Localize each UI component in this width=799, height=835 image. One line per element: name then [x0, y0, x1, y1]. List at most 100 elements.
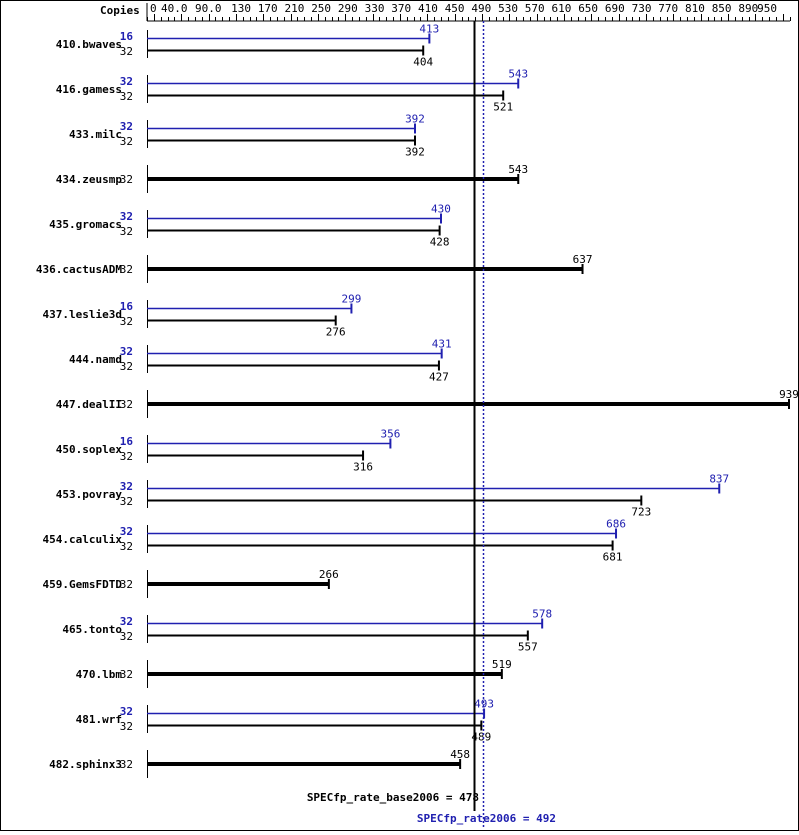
- tick-label: 950: [757, 2, 777, 15]
- tick-label: 0: [150, 2, 157, 15]
- base-value: 427: [429, 371, 449, 384]
- peak-copies: 32: [120, 525, 133, 538]
- base-copies: 32: [120, 135, 133, 148]
- peak-value: 543: [508, 68, 528, 81]
- tick-label: 810: [685, 2, 705, 15]
- peak-copies: 32: [120, 75, 133, 88]
- benchmark-label: 444.namd: [69, 353, 122, 366]
- tick-label: 690: [605, 2, 625, 15]
- benchmark-label: 454.calculix: [43, 533, 123, 546]
- tick-label: 210: [285, 2, 305, 15]
- benchmark-label: 437.leslie3d: [43, 308, 122, 321]
- base-copies: 32: [120, 720, 133, 733]
- benchmark-label: 481.wrf: [76, 713, 122, 726]
- tick-label: 370: [391, 2, 411, 15]
- peak-copies: 16: [120, 300, 134, 313]
- tick-label: 90.0: [195, 2, 222, 15]
- base-value: 637: [573, 253, 593, 266]
- base-value: 276: [326, 326, 346, 339]
- tick-label: 290: [338, 2, 358, 15]
- base-value: 557: [518, 641, 538, 654]
- benchmark-label: 470.lbm: [76, 668, 123, 681]
- peak-copies: 16: [120, 435, 134, 448]
- peak-mean-label: SPECfp_rate2006 = 492: [417, 812, 556, 825]
- peak-value: 356: [380, 428, 400, 441]
- base-value: 519: [492, 658, 512, 671]
- peak-copies: 16: [120, 30, 134, 43]
- peak-copies: 32: [120, 615, 133, 628]
- benchmark-label: 447.dealII: [56, 398, 122, 411]
- peak-value: 493: [474, 698, 494, 711]
- tick-label: 250: [311, 2, 331, 15]
- peak-value: 578: [532, 608, 552, 621]
- base-copies: 32: [120, 668, 133, 681]
- peak-copies: 32: [120, 345, 133, 358]
- benchmark-label: 433.milc: [69, 128, 122, 141]
- tick-label: 890: [738, 2, 758, 15]
- base-copies: 32: [120, 225, 133, 238]
- tick-label: 170: [258, 2, 278, 15]
- benchmark-label: 416.gamess: [56, 83, 122, 96]
- tick-label: 450: [445, 2, 465, 15]
- base-copies: 32: [120, 398, 133, 411]
- base-copies: 32: [120, 450, 133, 463]
- peak-value: 837: [709, 473, 729, 486]
- peak-copies: 32: [120, 120, 133, 133]
- benchmark-label: 453.povray: [56, 488, 123, 501]
- tick-label: 40.0: [161, 2, 188, 15]
- benchmark-label: 465.tonto: [62, 623, 122, 636]
- base-value: 521: [493, 101, 513, 114]
- base-copies: 32: [120, 90, 133, 103]
- base-copies: 32: [120, 758, 133, 771]
- base-value: 543: [508, 163, 528, 176]
- base-copies: 32: [120, 495, 133, 508]
- peak-value: 431: [432, 338, 452, 351]
- base-value: 489: [471, 731, 491, 744]
- base-value: 458: [450, 748, 470, 761]
- base-value: 723: [631, 506, 651, 519]
- peak-value: 413: [419, 23, 439, 36]
- peak-value: 299: [341, 293, 361, 306]
- peak-copies: 32: [120, 480, 133, 493]
- base-value: 939: [779, 388, 798, 401]
- peak-value: 686: [606, 518, 626, 531]
- base-value: 392: [405, 146, 425, 159]
- copies-header: Copies: [100, 4, 140, 17]
- base-copies: 32: [120, 263, 133, 276]
- tick-label: 770: [658, 2, 678, 15]
- base-value: 316: [353, 461, 373, 474]
- benchmark-label: 434.zeusmp: [56, 173, 123, 186]
- base-copies: 32: [120, 315, 133, 328]
- benchmark-label: 482.sphinx3: [49, 758, 122, 771]
- tick-label: 850: [712, 2, 732, 15]
- benchmark-label: 450.soplex: [56, 443, 123, 456]
- tick-label: 570: [525, 2, 545, 15]
- benchmark-label: 435.gromacs: [49, 218, 122, 231]
- benchmark-label: 436.cactusADM: [36, 263, 122, 276]
- peak-copies: 32: [120, 705, 133, 718]
- base-copies: 32: [120, 630, 133, 643]
- tick-label: 330: [365, 2, 385, 15]
- tick-label: 130: [231, 2, 251, 15]
- base-copies: 32: [120, 578, 133, 591]
- base-copies: 32: [120, 540, 133, 553]
- base-value: 428: [430, 236, 450, 249]
- tick-label: 610: [552, 2, 572, 15]
- tick-label: 730: [632, 2, 652, 15]
- base-copies: 32: [120, 45, 133, 58]
- tick-label: 410: [418, 2, 438, 15]
- tick-label: 650: [578, 2, 598, 15]
- base-copies: 32: [120, 360, 133, 373]
- base-value: 266: [319, 568, 339, 581]
- peak-value: 430: [431, 203, 451, 216]
- base-mean-label: SPECfp_rate_base2006 = 478: [307, 791, 479, 804]
- base-value: 681: [603, 551, 623, 564]
- tick-label: 490: [471, 2, 491, 15]
- base-copies: 32: [120, 173, 133, 186]
- benchmark-label: 410.bwaves: [56, 38, 122, 51]
- peak-copies: 32: [120, 210, 133, 223]
- tick-label: 530: [498, 2, 518, 15]
- peak-value: 392: [405, 113, 425, 126]
